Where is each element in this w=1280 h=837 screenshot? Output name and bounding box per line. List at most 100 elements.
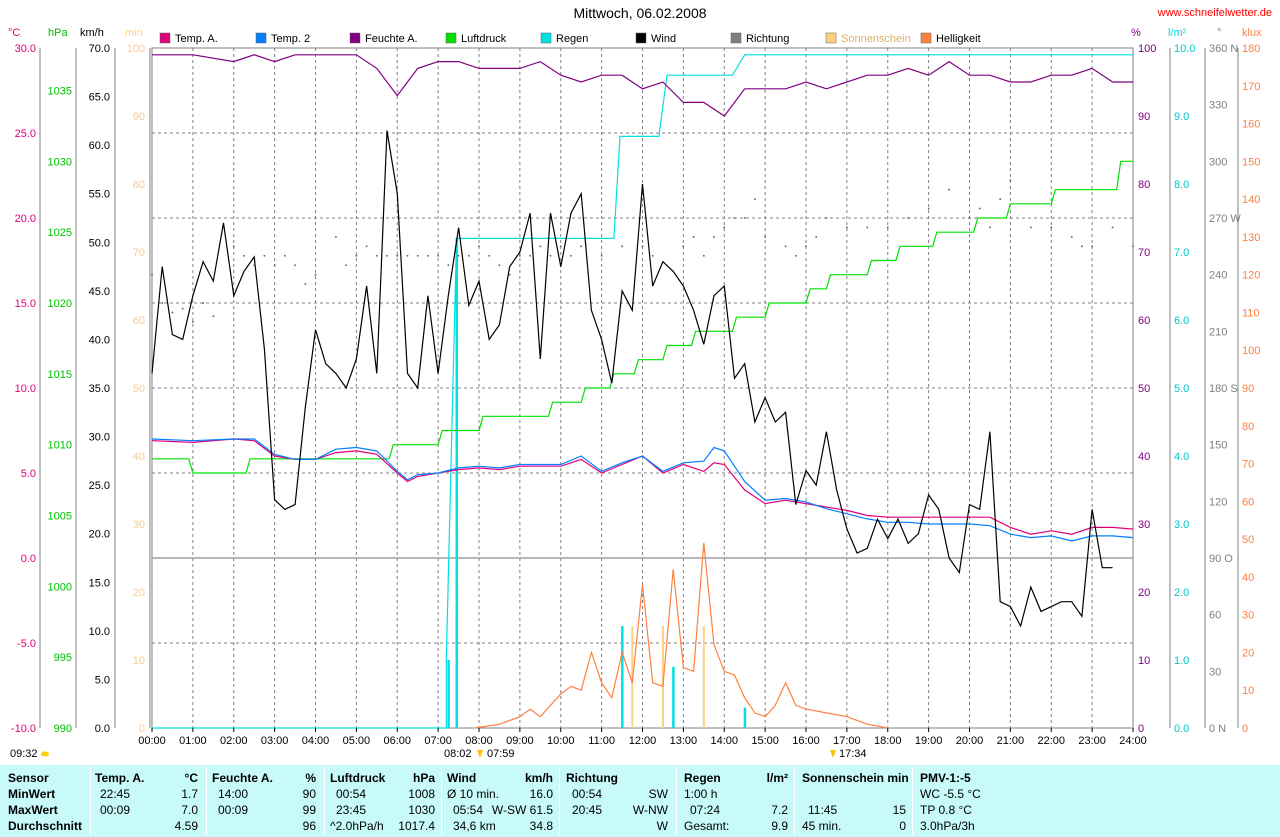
legend-label: Richtung [746, 33, 789, 45]
footer-temp-avg: 4.59 [174, 819, 198, 833]
direction-point [539, 245, 542, 248]
legend-label: Sonnenschein [841, 33, 911, 45]
pressure-tick-label: 1035 [48, 86, 72, 98]
start-time-label: 09:32 [10, 748, 38, 760]
x-axis-ticks: 00:00 01:00 02:00 03:00 04:00 05:00 06:00 07:00… [138, 728, 1147, 747]
direction-point [907, 217, 909, 219]
sunrise-extra-label: 08:02 [444, 748, 472, 760]
light-tick-label: 20 [1242, 647, 1254, 659]
temp-tick-label: -10.0 [11, 723, 36, 735]
footer-humidity-unit: % [305, 771, 316, 785]
direction-point [754, 198, 756, 200]
direction-point [243, 254, 245, 257]
footer-pmv-title: PMV-1:-5 [920, 771, 971, 785]
rain-bar [447, 660, 450, 728]
wind-unit-label: km/h [80, 27, 104, 39]
direction-point [529, 254, 531, 257]
sunshine-tick-label: 30 [133, 519, 145, 531]
direction-tick-label: 360 N [1209, 43, 1238, 55]
direction-point [784, 245, 787, 248]
weather-chart: Mittwoch, 06.02.2008 www.schneifelwetter… [8, 5, 1272, 760]
wind-tick-label: 60.0 [89, 140, 110, 152]
direction-point [212, 315, 215, 318]
rain-tick-label: 1.0 [1174, 655, 1189, 667]
humidity-tick-label: 60 [1138, 315, 1150, 327]
direction-tick-label: 180 S [1209, 383, 1238, 395]
footer-direction-min: SW [648, 787, 668, 801]
direction-point [508, 273, 511, 276]
pressure-tick-label: 990 [54, 723, 72, 735]
pressure-tick-label: 1000 [48, 581, 72, 593]
direction-point [467, 254, 470, 257]
direction-point [192, 321, 194, 323]
footer-direction-max-time: 20:45 [572, 803, 603, 817]
rain-unit-label: l/m² [1168, 27, 1187, 39]
x-tick-label: 12:00 [629, 735, 657, 747]
sunshine-tick-label: 40 [133, 451, 145, 463]
wind-tick-label: 20.0 [89, 529, 110, 541]
humidity-tick-label: 50 [1138, 383, 1150, 395]
light-tick-label: 50 [1242, 534, 1254, 546]
footer-pressure-avg: 1017.4 [398, 819, 435, 833]
footer-direction-title: Richtung [566, 771, 618, 785]
x-tick-label: 11:00 [588, 735, 615, 747]
footer-pressure-min: 1008 [408, 787, 435, 801]
direction-tick-label: 150 [1209, 440, 1227, 452]
direction-point [365, 245, 368, 248]
footer-pressure-col: Luftdruck hPa 00:54 1008 23:45 1030 ^2.0… [324, 765, 441, 837]
direction-point [999, 198, 1001, 200]
series-lines [151, 54, 1134, 729]
direction-unit-label: ° [1217, 27, 1221, 39]
series-helligkeit [474, 542, 888, 729]
legend-label: Temp. A. [175, 33, 218, 45]
direction-point [232, 245, 235, 248]
sunshine-tick-label: 90 [133, 111, 145, 123]
legend-swatch [920, 32, 932, 44]
direction-point [1111, 226, 1114, 229]
direction-point [600, 254, 603, 257]
footer-pmv-trend: 3.0hPa/3h [920, 819, 975, 833]
wind-tick-label: 50.0 [89, 237, 110, 249]
footer-sunshine-avg: 0 [899, 819, 906, 833]
direction-point [651, 254, 654, 257]
light-tick-label: 10 [1242, 685, 1254, 697]
light-tick-label: 180 [1242, 43, 1260, 55]
direction-point [713, 236, 715, 238]
legend-label: Luftdruck [461, 33, 507, 45]
rain-tick-label: 5.0 [1174, 383, 1189, 395]
temp-tick-label: 20.0 [15, 213, 36, 225]
temp-tick-label: 15.0 [15, 298, 36, 310]
footer-pressure-min-time: 00:54 [336, 787, 367, 801]
chart-title: Mittwoch, 06.02.2008 [573, 5, 706, 21]
x-tick-label: 16:00 [792, 735, 820, 747]
footer-temp-unit: °C [184, 771, 198, 785]
rain-tick-label: 7.0 [1174, 247, 1189, 259]
direction-point [1030, 226, 1032, 229]
legend-swatch [159, 32, 171, 44]
footer-humidity-max-time: 00:09 [218, 803, 249, 817]
site-url[interactable]: www.schneifelwetter.de [1157, 7, 1272, 19]
footer-temp-max-time: 00:09 [100, 803, 131, 817]
light-tick-label: 170 [1242, 81, 1260, 93]
direction-point [948, 188, 950, 191]
x-tick-label: 10:00 [547, 735, 575, 747]
humidity-tick-label: 10 [1138, 655, 1150, 667]
humidity-tick-label: 0 [1138, 723, 1144, 735]
footer-sensor-col: Sensor MinWert MaxWert Durchschnitt [0, 765, 90, 837]
humidity-tick-label: 20 [1138, 587, 1150, 599]
footer-pressure-title: Luftdruck [330, 771, 386, 785]
light-tick-label: 60 [1242, 496, 1254, 508]
temp-tick-label: 25.0 [15, 128, 36, 140]
footer-row-max: MaxWert [8, 803, 58, 817]
direction-point [846, 226, 848, 229]
light-tick-label: 80 [1242, 421, 1254, 433]
sunshine-tick-label: 100 [127, 43, 145, 55]
wind-tick-label: 25.0 [89, 480, 110, 492]
x-tick-label: 19:00 [915, 735, 943, 747]
wind-tick-label: 15.0 [89, 577, 110, 589]
direction-tick-label: 270 W [1209, 213, 1241, 225]
footer-pressure-unit: hPa [412, 771, 435, 785]
x-tick-label: 01:00 [179, 735, 207, 747]
direction-point [294, 264, 296, 267]
footer-wind-max-time: 05:54 [453, 803, 484, 817]
